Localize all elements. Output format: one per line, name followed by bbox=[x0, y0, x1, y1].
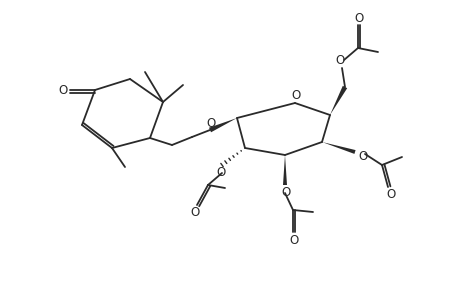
Text: O: O bbox=[58, 83, 67, 97]
Text: O: O bbox=[281, 185, 290, 199]
Text: O: O bbox=[216, 166, 225, 178]
Text: O: O bbox=[289, 233, 298, 247]
Text: O: O bbox=[206, 116, 215, 130]
Polygon shape bbox=[321, 142, 355, 154]
Text: O: O bbox=[190, 206, 199, 218]
Text: O: O bbox=[358, 149, 367, 163]
Polygon shape bbox=[208, 118, 236, 132]
Text: O: O bbox=[353, 11, 363, 25]
Polygon shape bbox=[282, 155, 286, 185]
Text: O: O bbox=[386, 188, 395, 200]
Text: O: O bbox=[291, 88, 300, 101]
Polygon shape bbox=[329, 86, 347, 115]
Text: O: O bbox=[335, 53, 344, 67]
